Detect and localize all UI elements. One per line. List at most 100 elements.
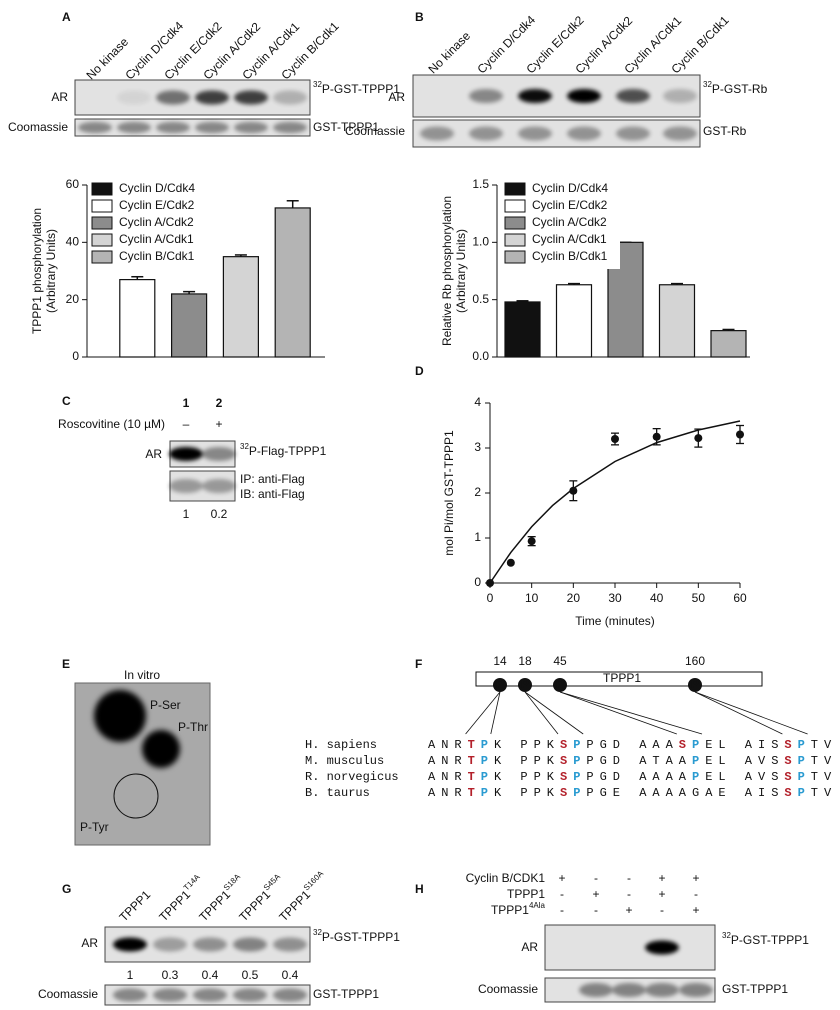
- bar: [171, 293, 208, 358]
- label-text: TPPP1: [236, 887, 273, 924]
- spot-outline: [113, 773, 159, 819]
- band: [78, 121, 112, 134]
- residue: S: [784, 786, 791, 800]
- site-marker: [518, 678, 532, 692]
- residue: P: [692, 770, 699, 784]
- label: AR: [388, 90, 405, 104]
- residue: P: [586, 786, 593, 800]
- superscript: S18A: [222, 872, 243, 893]
- band: [195, 121, 229, 134]
- band: [616, 126, 650, 141]
- residue: R: [454, 738, 461, 752]
- x-tick-label: 40: [650, 591, 664, 605]
- bar: [504, 301, 541, 358]
- legend-swatch: [504, 199, 526, 213]
- band: [195, 90, 229, 105]
- sign: +: [592, 887, 599, 901]
- quantification: 0.5: [242, 968, 259, 982]
- residue: A: [745, 754, 753, 768]
- site-mark: P: [691, 678, 699, 692]
- residue: [732, 754, 739, 768]
- legend-swatch: [504, 216, 526, 230]
- residue: E: [705, 738, 712, 752]
- point: [486, 579, 494, 587]
- y-tick-label: 40: [66, 235, 80, 249]
- label: AR: [81, 936, 98, 950]
- band: [679, 983, 713, 997]
- residue: P: [520, 738, 527, 752]
- y-tick-label: 3: [474, 440, 481, 454]
- label-text: P-GST-TPPP1: [731, 933, 809, 947]
- label: AR: [51, 90, 68, 104]
- legend-label: Cyclin B/Cdk1: [119, 249, 195, 263]
- label: IP: anti-Flag: [240, 472, 305, 486]
- label: GST-Rb: [703, 124, 747, 138]
- blot: [544, 924, 716, 971]
- label-text: P-GST-Rb: [712, 82, 768, 96]
- residue: A: [666, 770, 674, 784]
- bar: [710, 330, 747, 358]
- residue: P: [534, 754, 541, 768]
- x-tick-label: 20: [567, 591, 581, 605]
- residue: P: [798, 786, 805, 800]
- sign: -: [694, 887, 698, 901]
- y-axis-label: (Arbitrary Units): [454, 229, 468, 313]
- sign: +: [692, 903, 699, 917]
- band: [234, 90, 268, 105]
- residue: A: [745, 786, 753, 800]
- band: [202, 447, 236, 461]
- connector: [524, 691, 584, 735]
- residue: P: [586, 738, 593, 752]
- residue: S: [771, 738, 778, 752]
- residue: [507, 754, 514, 768]
- residue: A: [652, 786, 660, 800]
- residue: P: [573, 738, 580, 752]
- sign: -: [594, 903, 598, 917]
- label: 18: [518, 654, 532, 668]
- label: IB: anti-Flag: [240, 487, 305, 501]
- residue: T: [468, 770, 475, 784]
- point: [652, 432, 661, 441]
- panel-label: G: [62, 882, 71, 896]
- y-tick-label: 60: [66, 177, 80, 191]
- residue: K: [494, 786, 502, 800]
- legend-swatch: [504, 182, 526, 196]
- species: M. musculus: [305, 754, 384, 768]
- residue: A: [428, 738, 436, 752]
- superscript: 32: [703, 80, 712, 89]
- residue: S: [784, 754, 791, 768]
- sign: -: [627, 887, 631, 901]
- x-tick-label: 50: [692, 591, 706, 605]
- residue: A: [428, 770, 436, 784]
- bar: [222, 256, 259, 358]
- label: 32P-GST-TPPP1: [313, 80, 400, 96]
- label-text: TPPP1: [156, 887, 193, 924]
- label: GST-TPPP1: [722, 982, 788, 996]
- label: 32P-GST-TPPP1: [313, 928, 400, 944]
- y-tick-label: 0: [72, 349, 79, 363]
- quantification: 1: [183, 507, 190, 521]
- band: [193, 937, 227, 952]
- residue: S: [784, 738, 791, 752]
- residue: S: [771, 770, 778, 784]
- residue: P: [573, 786, 580, 800]
- sign: +: [215, 417, 222, 431]
- connector: [465, 691, 501, 735]
- connector: [524, 691, 559, 735]
- legend-swatch: [91, 182, 113, 196]
- residue: A: [652, 770, 660, 784]
- sign: +: [558, 871, 565, 885]
- legend-label: Cyclin D/Cdk4: [532, 181, 608, 195]
- residue: V: [758, 770, 766, 784]
- residue: N: [441, 770, 448, 784]
- residue: D: [613, 738, 620, 752]
- sign: -: [594, 871, 598, 885]
- superscript: 32: [722, 931, 731, 940]
- band: [113, 988, 147, 1002]
- y-tick-label: 20: [66, 292, 80, 306]
- band: [469, 126, 503, 141]
- species: R. norvegicus: [305, 770, 399, 784]
- residue: T: [811, 738, 818, 752]
